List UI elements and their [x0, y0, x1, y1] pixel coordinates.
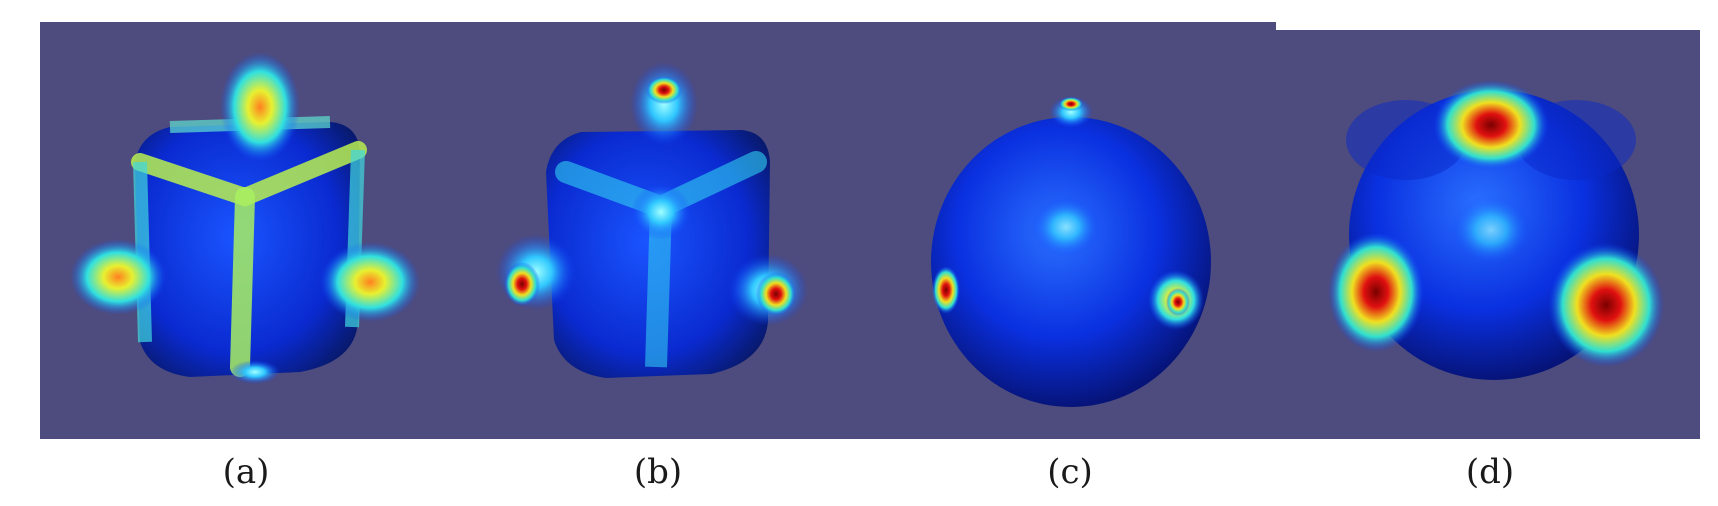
panel-d-render: [1328, 80, 1664, 380]
panel-b: [456, 22, 1276, 439]
panel-a: [40, 22, 456, 439]
panel-a-render: [70, 52, 420, 384]
panel-b-c-render: [496, 62, 1211, 407]
caption-c: (c): [1047, 452, 1093, 492]
caption-a: (a): [222, 452, 270, 492]
caption-b: (b): [633, 452, 683, 492]
panel-d: [1276, 30, 1700, 439]
caption-d: (d): [1465, 452, 1515, 492]
